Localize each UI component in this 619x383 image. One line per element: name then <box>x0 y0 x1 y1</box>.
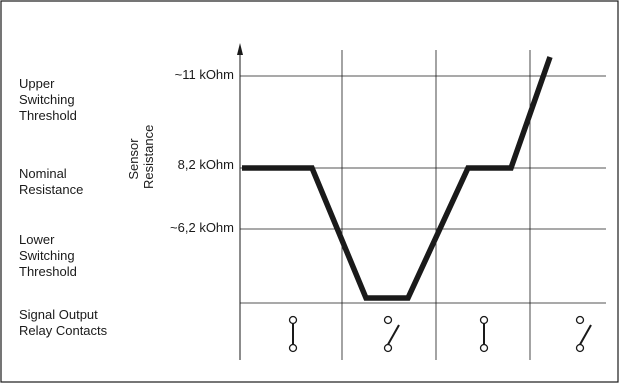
relay-contact-open-icon <box>575 315 592 353</box>
y-axis-arrow <box>237 43 243 55</box>
signal-output-label: Signal Output Relay Contacts <box>19 307 108 338</box>
upper-threshold-label: Upper Switching Threshold <box>19 76 77 123</box>
resistance-curve <box>242 56 553 301</box>
relay-contact-closed-icon <box>479 315 489 353</box>
relay-contact-closed-icon <box>288 315 298 353</box>
nominal-value-label: 8,2 kOhm <box>177 157 234 172</box>
relay-contact-open-icon <box>383 315 400 353</box>
upper-value-label: ~11 kOhm <box>174 67 234 82</box>
nominal-resistance-label: Nominal Resistance <box>19 166 84 197</box>
lower-threshold-label: Lower Switching Threshold <box>19 232 77 279</box>
lower-value-label: ~6,2 kOhm <box>170 220 234 235</box>
